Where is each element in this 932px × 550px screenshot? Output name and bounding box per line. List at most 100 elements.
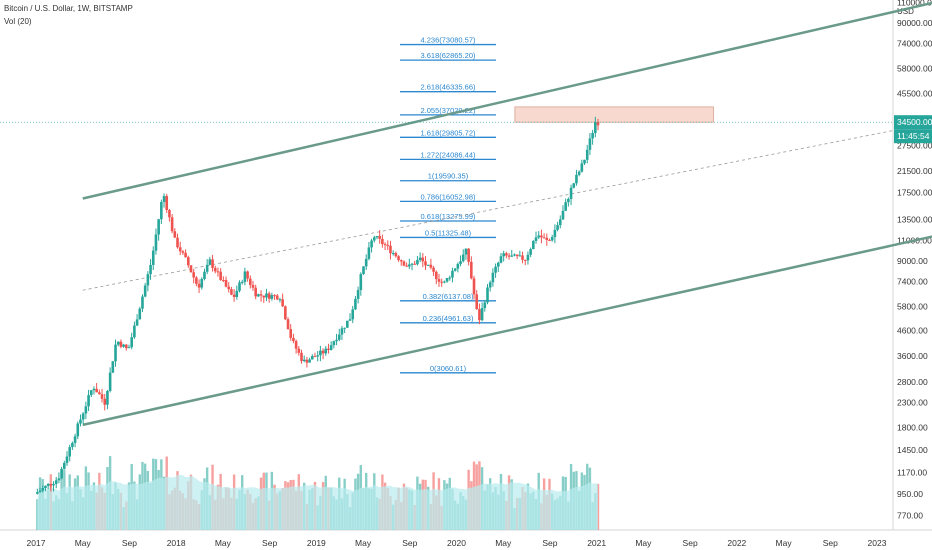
candle-body <box>238 282 241 291</box>
fib-level-label: 0(3060.61) <box>430 364 467 373</box>
candle-body <box>475 294 479 310</box>
candle-body <box>240 281 244 283</box>
candle-body <box>367 247 371 259</box>
price-tick-label: 110000.00 <box>897 0 932 7</box>
candle-body <box>556 225 559 230</box>
candle-body <box>594 122 597 134</box>
fib-level-label: 0.786(16052.98) <box>420 192 476 201</box>
candle-body <box>464 248 468 255</box>
candle-body <box>375 235 379 238</box>
time-tick-label: Sep <box>823 538 838 548</box>
candle-body <box>203 271 206 279</box>
candle-body <box>564 202 567 211</box>
candle-body <box>116 341 120 345</box>
candle-body <box>507 255 511 257</box>
price-tick-label: 7400.00 <box>897 276 928 286</box>
candle-body <box>143 285 147 297</box>
chart-title: Bitcoin / U.S. Dollar, 1W, BITSTAMP <box>4 4 133 13</box>
time-axis: 2017 May Sep 2018 May Sep 2019 May Sep 2020 May Sep… <box>0 529 932 548</box>
fib-level-label: 2.618(46335.66) <box>420 83 476 92</box>
candle-body <box>456 264 460 269</box>
price-tick-label: 74000.00 <box>897 38 932 48</box>
time-tick-label: May <box>215 538 232 548</box>
price-tick-label: 4600.00 <box>897 326 928 336</box>
candle-body <box>523 259 527 261</box>
candle-body <box>49 484 53 486</box>
candle-body <box>321 350 325 354</box>
candle-body <box>313 356 317 358</box>
candle-body <box>213 267 217 272</box>
candle-body <box>84 406 88 414</box>
price-tick-label: 1800.00 <box>897 423 928 433</box>
time-tick-label: Sep <box>542 538 557 548</box>
candle-body <box>219 271 222 281</box>
candle-body <box>254 287 257 297</box>
candle-body <box>408 264 411 267</box>
candle-body <box>162 196 166 203</box>
channel-lower-line <box>82 235 932 427</box>
candle-body <box>534 237 538 241</box>
candle-body <box>92 388 96 391</box>
candlesticks <box>36 116 600 495</box>
candle-body <box>459 261 462 265</box>
channel-mid-line <box>82 122 932 291</box>
candle-body <box>127 347 131 349</box>
candle-body <box>470 261 473 279</box>
price-tick-label: 5800.00 <box>897 302 928 312</box>
candle-body <box>453 268 457 271</box>
candle-body <box>235 290 239 297</box>
candle-body <box>284 306 287 320</box>
candle-body <box>222 280 225 282</box>
candle-body <box>348 319 352 321</box>
candle-body <box>124 344 128 349</box>
candle-body <box>133 325 136 338</box>
candle-body <box>580 163 584 172</box>
candle-body <box>114 344 117 362</box>
time-tick-label: May <box>776 538 793 548</box>
candle-body <box>424 261 427 266</box>
candle-body <box>440 281 443 283</box>
candle-body <box>100 394 104 399</box>
candle-body <box>297 348 301 353</box>
channel-upper-line <box>82 1 932 200</box>
candle-body <box>583 159 586 164</box>
price-tick-label: 2800.00 <box>897 377 928 387</box>
candle-body <box>38 490 42 493</box>
price-tick-label: 9000.00 <box>897 256 928 266</box>
candle-body <box>502 253 505 257</box>
time-tick-label: Sep <box>122 538 137 548</box>
candle-body <box>87 395 90 407</box>
candle-body <box>553 229 557 237</box>
candle-body <box>65 456 69 463</box>
candle-body <box>108 372 112 391</box>
candle-body <box>278 299 282 301</box>
candle-body <box>232 294 236 297</box>
candle-body <box>518 255 522 257</box>
candle-body <box>251 284 255 288</box>
candle-body <box>138 308 142 320</box>
candle-body <box>310 356 314 360</box>
candle-body <box>168 210 171 218</box>
candle-body <box>488 282 492 288</box>
candle-body <box>418 257 422 260</box>
volume-bar <box>596 483 600 530</box>
candle-body <box>176 237 179 248</box>
candle-body <box>265 293 268 298</box>
candle-body <box>356 290 360 299</box>
candle-body <box>327 348 330 350</box>
candle-body <box>596 122 600 126</box>
candle-body <box>289 329 293 338</box>
candle-body <box>173 231 177 238</box>
volume-indicator-label: Vol (20) <box>4 17 32 26</box>
time-tick-label: 2017 <box>27 538 46 548</box>
candle-body <box>205 264 209 272</box>
candle-body <box>267 293 271 299</box>
time-tick-label: May <box>635 538 652 548</box>
candle-body <box>106 390 109 405</box>
price-tick-label: 770.00 <box>897 511 923 521</box>
fib-level-label: 0.236(4961.63) <box>423 314 474 323</box>
candle-body <box>300 352 303 362</box>
candle-body <box>378 235 381 239</box>
price-axis: 110000.00 90000.00 74000.00 58000.00 45500.0… <box>892 0 932 530</box>
